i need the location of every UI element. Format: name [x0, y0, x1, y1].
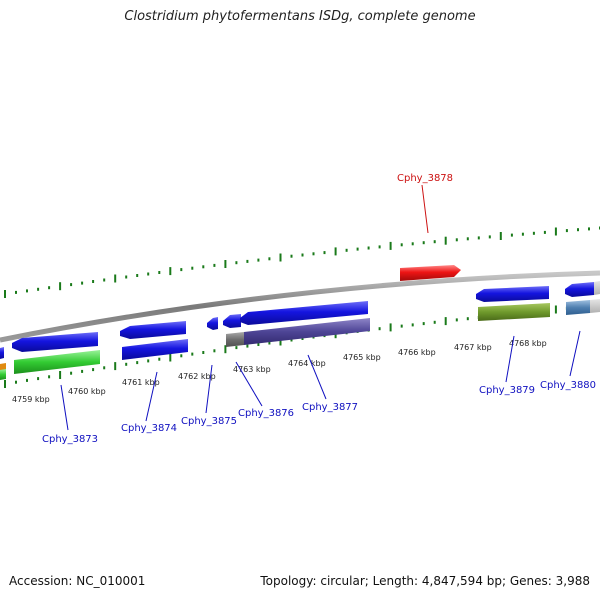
kbp-scale-labels: 4759 kbp 4760 kbp 4761 kbp 4762 kbp 4763… — [12, 339, 547, 404]
gene-label-cphy-3874[interactable]: Cphy_3874 — [121, 423, 177, 434]
leader-cphy-3875 — [205, 364, 213, 414]
kbp-label: 4765 kbp — [343, 353, 381, 362]
leader-cphy-3879 — [505, 335, 515, 383]
gene-arrow-cphy-3874[interactable] — [120, 321, 186, 339]
gene-arrow-cphy-3876[interactable] — [223, 314, 241, 328]
leader-cphy-3876 — [235, 361, 263, 407]
leader-cphy-3880 — [569, 330, 581, 377]
leader-cphy-3874 — [145, 371, 158, 422]
leader-cphy-3873 — [60, 384, 69, 431]
cog-segment-olive — [478, 303, 550, 321]
kbp-label: 4762 kbp — [178, 372, 216, 381]
genome-summary-text: Topology: circular; Length: 4,847,594 bp… — [260, 574, 590, 588]
cog-segment-light — [590, 299, 600, 313]
leader-cphy-3877 — [307, 354, 327, 400]
cog-segment-blue — [122, 339, 188, 360]
gene-leader-lines — [60, 184, 581, 431]
gene-arrow-cphy-3879[interactable] — [476, 286, 549, 302]
gene-arrow-cphy-3880[interactable] — [565, 282, 594, 297]
cog-segment-steel — [566, 300, 590, 315]
cog-segment-gray — [226, 332, 244, 347]
kbp-label: 4764 kbp — [288, 359, 326, 368]
gene-arrow-cphy-3878[interactable] — [400, 265, 461, 281]
cog-segment-purple — [244, 318, 370, 345]
leader-cphy-3878 — [421, 184, 429, 234]
kbp-label: 4767 kbp — [454, 343, 492, 352]
gene-label-cphy-3880[interactable]: Cphy_3880 — [540, 380, 596, 391]
gene-arrow-cphy-3873[interactable] — [12, 332, 98, 352]
outer-tick-ring — [4, 226, 600, 298]
gene-arrow-cphy-3875[interactable] — [207, 317, 218, 330]
cog-segment-green-edge — [0, 369, 6, 380]
cog-segments — [0, 299, 600, 380]
gene-arrow-edge[interactable] — [0, 347, 4, 359]
kbp-label: 4768 kbp — [509, 339, 547, 348]
accession-text: Accession: NC_010001 — [9, 574, 146, 588]
cog-segment-green — [14, 350, 100, 374]
gene-label-cphy-3876[interactable]: Cphy_3876 — [238, 408, 294, 419]
gene-arrow-edge-right[interactable] — [594, 281, 600, 295]
kbp-label: 4759 kbp — [12, 395, 50, 404]
reverse-strand-genes — [0, 281, 600, 359]
gene-label-cphy-3878[interactable]: Cphy_3878 — [397, 173, 453, 184]
kbp-label: 4761 kbp — [122, 378, 160, 387]
gene-labels: Cphy_3873 Cphy_3874 Cphy_3875 Cphy_3876 … — [42, 173, 596, 445]
genome-backbone — [0, 270, 600, 343]
gene-label-cphy-3873[interactable]: Cphy_3873 — [42, 434, 98, 445]
kbp-label: 4766 kbp — [398, 348, 436, 357]
map-title: Clostridium phytofermentans ISDg, comple… — [124, 9, 476, 24]
kbp-label: 4763 kbp — [233, 365, 271, 374]
kbp-label: 4760 kbp — [68, 387, 106, 396]
gene-arrow-cphy-3877[interactable] — [240, 301, 368, 325]
gene-label-cphy-3875[interactable]: Cphy_3875 — [181, 416, 237, 427]
gene-label-cphy-3879[interactable]: Cphy_3879 — [479, 385, 535, 396]
gene-label-cphy-3877[interactable]: Cphy_3877 — [302, 402, 358, 413]
